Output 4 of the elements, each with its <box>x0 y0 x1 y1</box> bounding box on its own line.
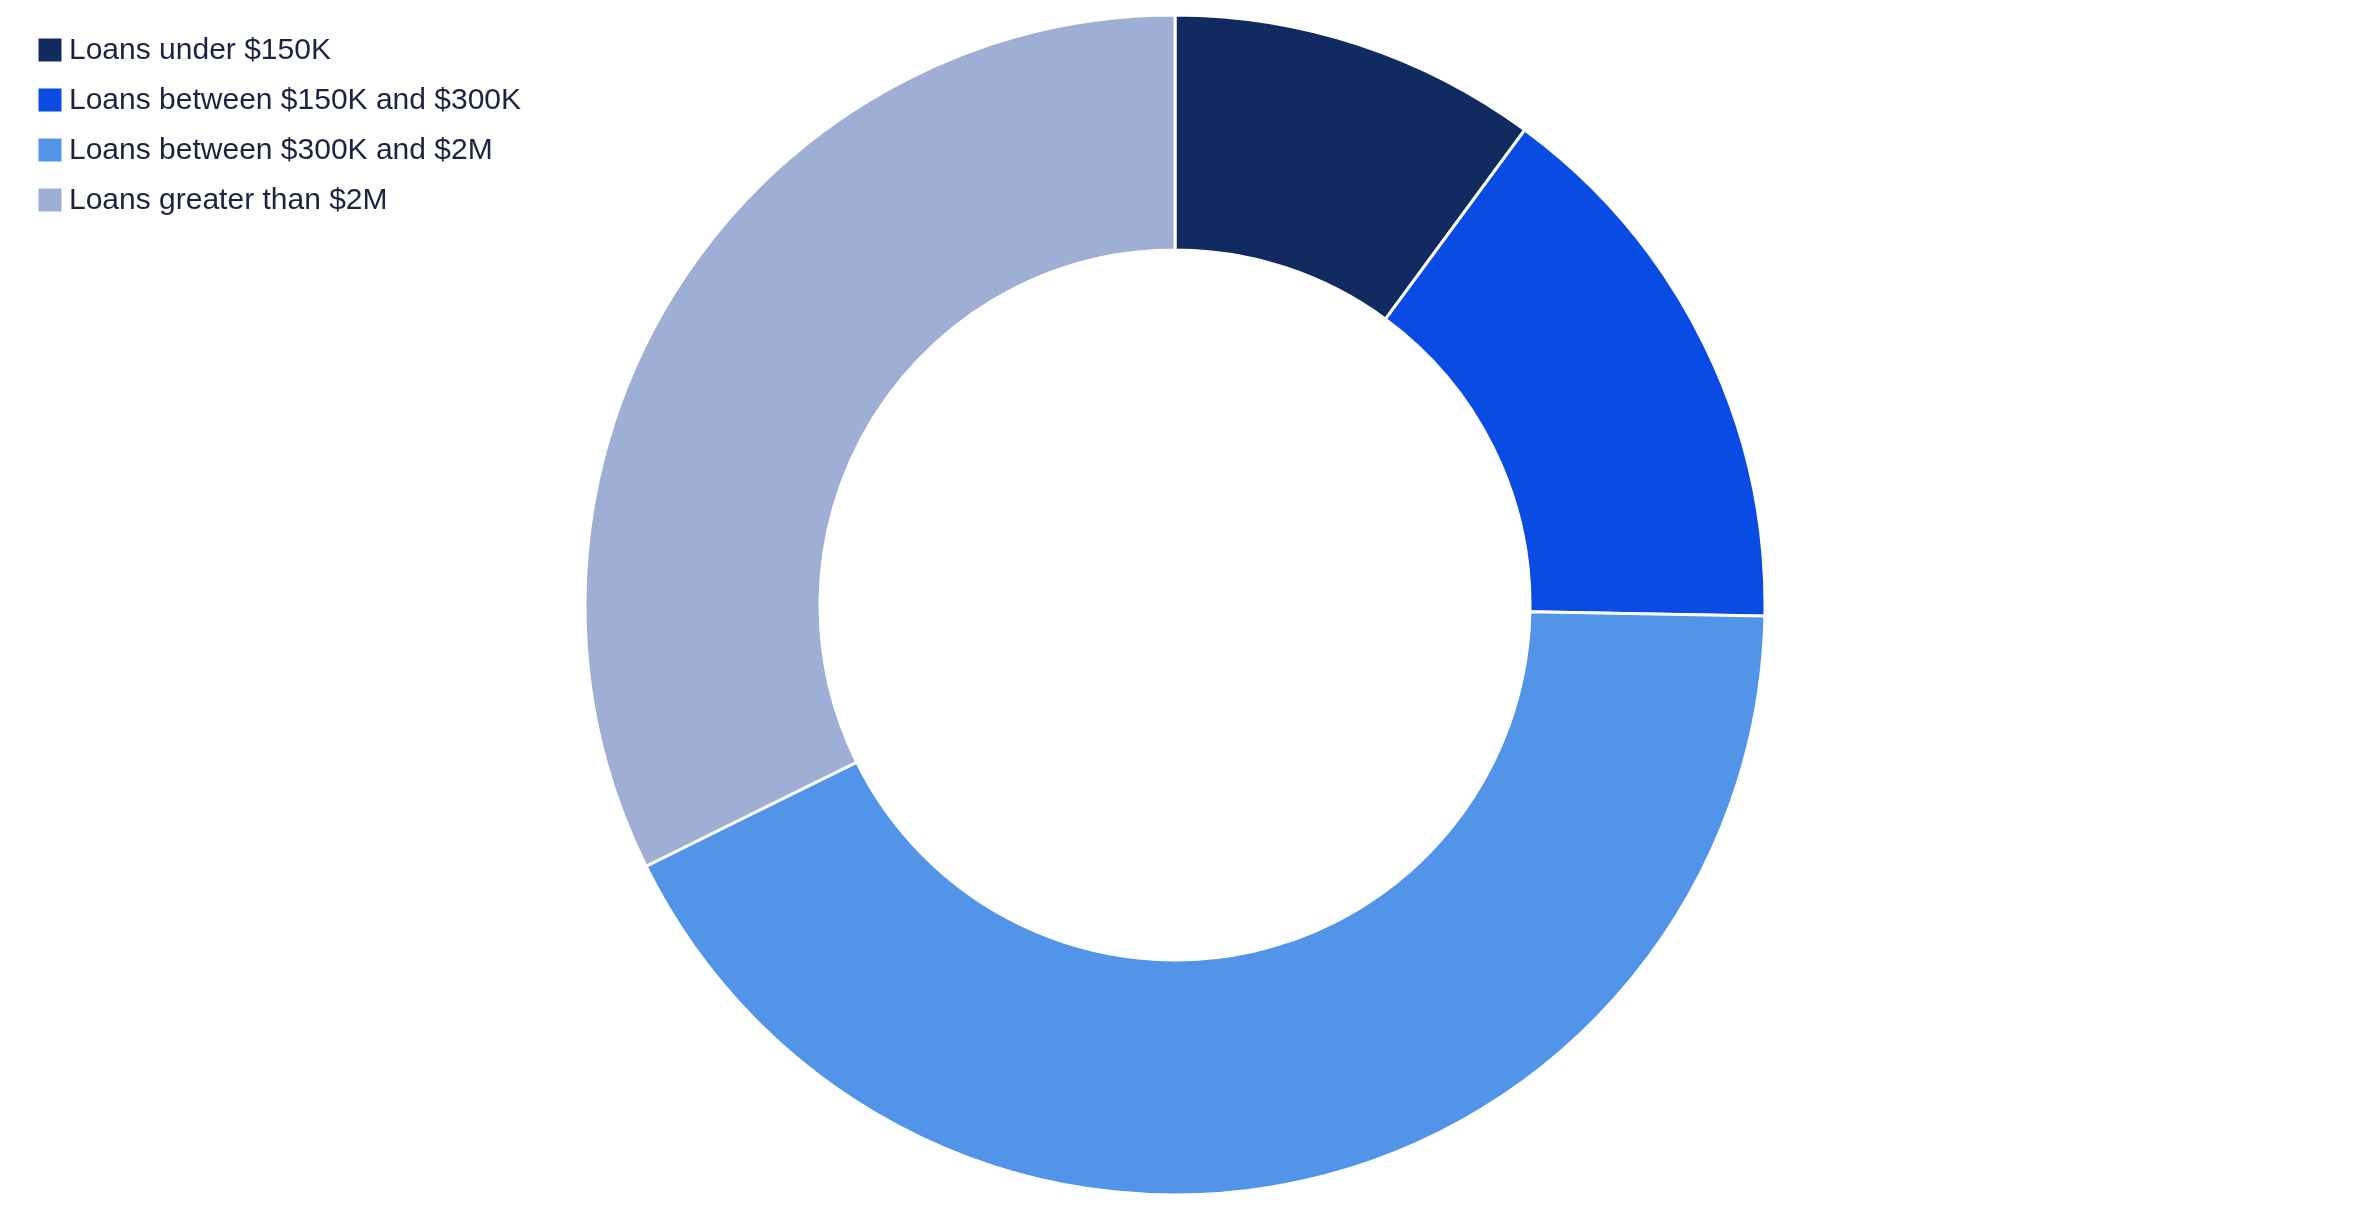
legend-label: Loans greater than $2M <box>69 182 388 215</box>
legend-label: Loans between $300K and $2M <box>69 132 493 165</box>
legend-label: Loans under $150K <box>69 32 331 65</box>
legend-label: Loans between $150K and $300K <box>69 82 522 115</box>
